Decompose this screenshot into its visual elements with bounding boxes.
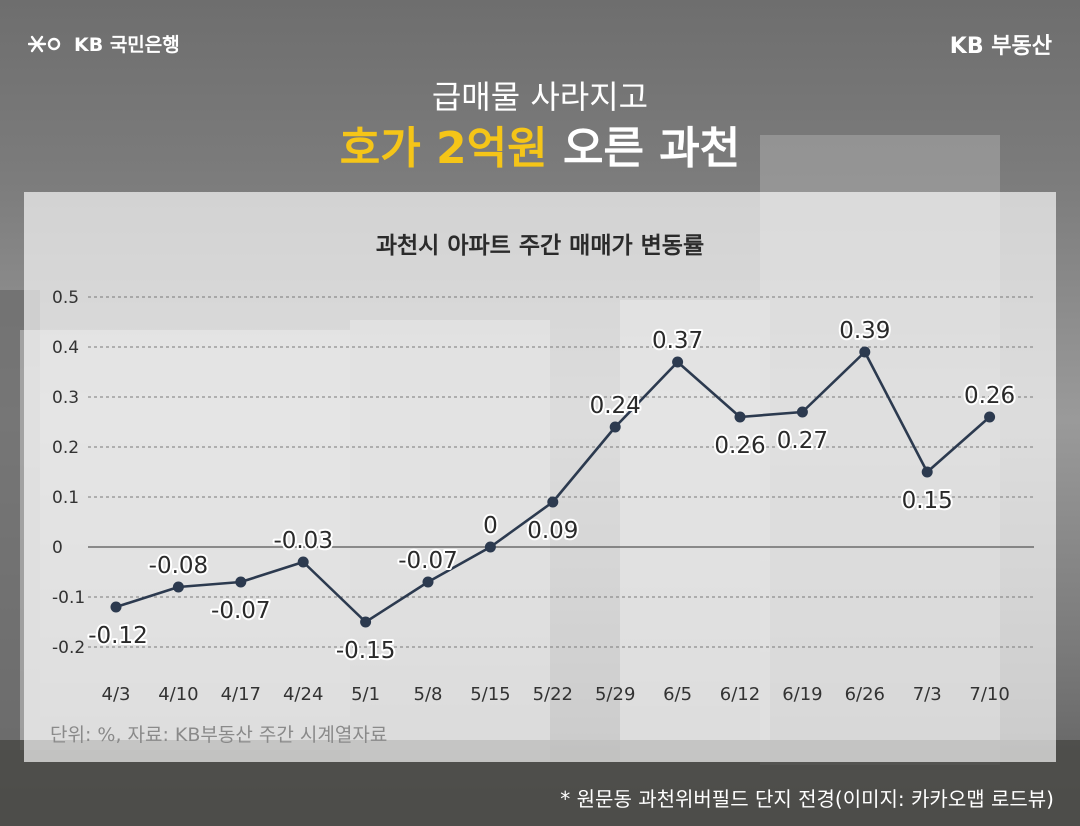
y-tick-label: 0.1: [52, 488, 79, 508]
data-label: -0.12: [88, 623, 148, 649]
data-point: [297, 556, 309, 568]
data-point: [672, 356, 684, 368]
chart-title: 과천시 아파트 주간 매매가 변동률: [375, 233, 705, 259]
kb-realestate-logo: KB 부동산: [949, 34, 1052, 59]
data-label: 0.24: [590, 393, 641, 419]
data-label: 0.39: [839, 318, 890, 344]
data-point: [360, 616, 372, 628]
y-tick-label: 0.2: [52, 438, 79, 458]
y-tick-label: 0: [52, 538, 63, 558]
data-point: [921, 466, 933, 478]
x-tick-label: 5/22: [533, 684, 573, 705]
x-tick-label: 6/12: [720, 684, 760, 705]
y-tick-label: -0.1: [52, 588, 85, 608]
data-point: [734, 411, 746, 423]
x-tick-label: 6/26: [845, 684, 885, 705]
data-point: [609, 421, 621, 433]
data-label: 0.26: [964, 383, 1015, 409]
data-point: [547, 496, 559, 508]
data-label: 0.27: [777, 428, 828, 454]
kb-bank-logo-text: KB 국민은행: [74, 34, 180, 56]
data-label: -0.07: [211, 598, 271, 624]
data-point: [172, 581, 184, 593]
data-label: 0.26: [714, 433, 765, 459]
series-line: [115, 350, 991, 624]
data-point: [422, 576, 434, 588]
x-tick-label: 5/15: [470, 684, 510, 705]
data-point: [235, 576, 247, 588]
data-label: 0.09: [527, 518, 578, 544]
data-label: -0.07: [398, 548, 458, 574]
data-label: -0.08: [149, 553, 209, 579]
data-label: 0: [483, 513, 498, 539]
headline-rest: 오른 과천: [562, 123, 741, 174]
y-tick-label: 0.4: [52, 338, 79, 358]
x-tick-label: 7/3: [913, 684, 942, 705]
x-tick-label: 4/3: [102, 684, 131, 705]
data-point: [796, 406, 808, 418]
y-tick-label: 0.5: [52, 288, 79, 308]
data-label: -0.03: [273, 528, 333, 554]
data-point: [110, 601, 122, 613]
data-point: [984, 411, 996, 423]
x-tick-label: 5/8: [414, 684, 443, 705]
headline-title: 호가 2억원 오른 과천: [0, 112, 1080, 176]
chart-panel: [24, 192, 1056, 762]
data-label: 0.37: [652, 328, 703, 354]
x-tick-label: 4/10: [158, 684, 198, 705]
x-tick-label: 4/24: [283, 684, 323, 705]
kb-star-icon: [28, 35, 61, 52]
kb-bank-logo: KB 국민은행: [28, 30, 180, 57]
x-tick-label: 6/19: [782, 684, 822, 705]
y-tick-label: -0.2: [52, 638, 85, 658]
data-point: [484, 541, 496, 553]
chart-source: 단위: %, 자료: KB부동산 주간 시계열자료: [50, 724, 388, 746]
y-tick-label: 0.3: [52, 388, 79, 408]
headline-subtitle: 급매물 사라지고: [431, 78, 649, 116]
data-point: [859, 346, 871, 358]
x-tick-label: 5/1: [351, 684, 380, 705]
photo-caption: * 원문동 과천위버필드 단지 전경(이미지: 카카오맵 로드뷰): [560, 787, 1054, 811]
x-tick-label: 7/10: [969, 684, 1009, 705]
x-tick-label: 6/5: [663, 684, 692, 705]
data-label: 0.15: [902, 488, 953, 514]
headline-highlight: 호가 2억원: [339, 123, 548, 174]
x-tick-label: 5/29: [595, 684, 635, 705]
x-tick-label: 4/17: [221, 684, 261, 705]
data-label: -0.15: [336, 638, 396, 664]
